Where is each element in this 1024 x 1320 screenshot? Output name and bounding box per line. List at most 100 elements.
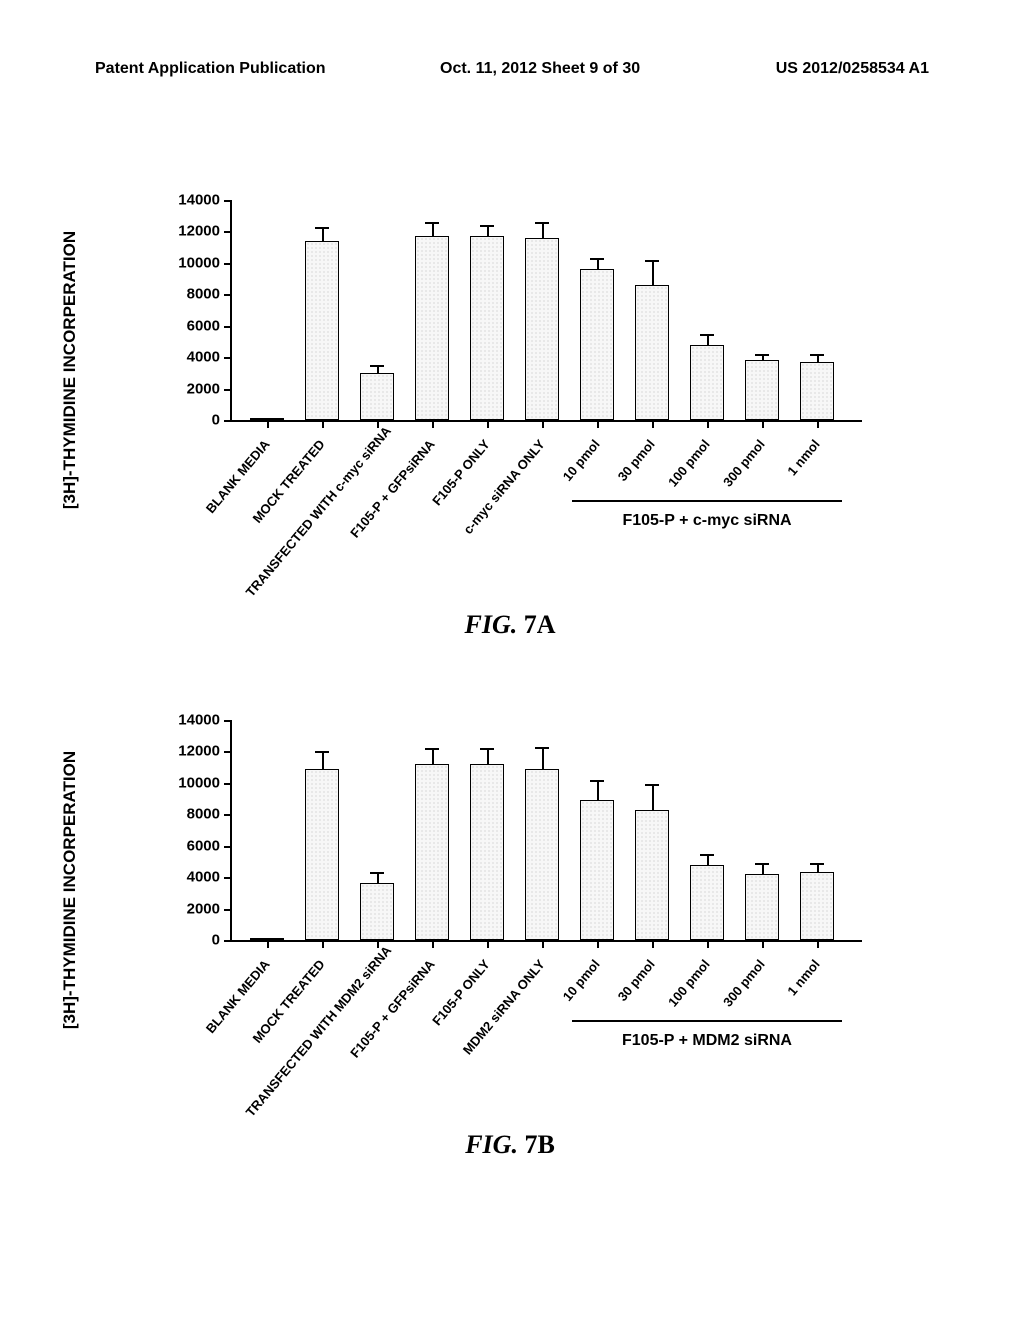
- chart-wrap-7a: [3H]-THYMIDINE INCORPERATION 02000400060…: [120, 200, 900, 540]
- x-tick: [762, 420, 764, 428]
- x-tick: [267, 420, 269, 428]
- plot-area-7b: 02000400060008000100001200014000BLANK ME…: [230, 720, 862, 942]
- x-tick: [707, 420, 709, 428]
- caption-7b: FIG. 7B: [120, 1130, 900, 1160]
- x-tick: [267, 940, 269, 948]
- bar: [635, 285, 669, 420]
- x-tick: [542, 940, 544, 948]
- header-center: Oct. 11, 2012 Sheet 9 of 30: [440, 60, 640, 78]
- y-tick: [224, 263, 232, 265]
- x-tick: [597, 940, 599, 948]
- plot-area-7a: 02000400060008000100001200014000BLANK ME…: [230, 200, 862, 422]
- error-bar-stem: [652, 260, 654, 285]
- bar: [305, 241, 339, 420]
- y-tick-label: 12000: [178, 223, 220, 240]
- y-tick-label: 8000: [187, 806, 220, 823]
- error-bar-cap: [810, 354, 824, 356]
- bar: [745, 874, 779, 940]
- y-tick-label: 0: [212, 412, 220, 429]
- bar: [415, 764, 449, 940]
- y-tick: [224, 389, 232, 391]
- x-tick: [762, 940, 764, 948]
- x-tick: [432, 940, 434, 948]
- x-tick: [707, 940, 709, 948]
- y-tick-label: 14000: [178, 712, 220, 729]
- y-tick: [224, 231, 232, 233]
- bar: [800, 362, 834, 420]
- y-tick: [224, 294, 232, 296]
- bar: [690, 345, 724, 420]
- x-tick: [652, 940, 654, 948]
- bar: [470, 764, 504, 940]
- error-bar-cap: [810, 863, 824, 865]
- error-bar-cap: [590, 258, 604, 260]
- y-tick: [224, 326, 232, 328]
- error-bar-cap: [315, 227, 329, 229]
- y-tick: [224, 909, 232, 911]
- y-tick-label: 4000: [187, 869, 220, 886]
- error-bar-cap: [425, 748, 439, 750]
- header-right: US 2012/0258534 A1: [776, 60, 929, 78]
- bar: [525, 238, 559, 420]
- y-tick-label: 10000: [178, 254, 220, 271]
- y-tick: [224, 720, 232, 722]
- bar: [580, 269, 614, 420]
- bar: [415, 236, 449, 420]
- error-bar-cap: [755, 863, 769, 865]
- y-tick-label: 6000: [187, 317, 220, 334]
- error-bar-cap: [755, 354, 769, 356]
- error-bar-cap: [370, 365, 384, 367]
- figure-7a: [3H]-THYMIDINE INCORPERATION 02000400060…: [120, 200, 900, 540]
- error-bar-stem: [542, 747, 544, 769]
- bar: [525, 769, 559, 940]
- error-bar-stem: [322, 751, 324, 768]
- bar: [745, 360, 779, 420]
- bar: [800, 872, 834, 940]
- y-tick: [224, 877, 232, 879]
- bar: [690, 865, 724, 940]
- x-tick: [652, 420, 654, 428]
- error-bar-cap: [315, 751, 329, 753]
- y-tick-label: 2000: [187, 380, 220, 397]
- x-tick: [597, 420, 599, 428]
- bar: [360, 373, 394, 420]
- x-tick: [817, 940, 819, 948]
- y-axis-label-7a: [3H]-THYMIDINE INCORPERATION: [60, 231, 80, 509]
- y-tick-label: 0: [212, 932, 220, 949]
- chart-wrap-7b: [3H]-THYMIDINE INCORPERATION 02000400060…: [120, 720, 900, 1060]
- header-left: Patent Application Publication: [95, 60, 326, 78]
- y-tick-label: 6000: [187, 837, 220, 854]
- y-axis-label-7b: [3H]-THYMIDINE INCORPERATION: [60, 751, 80, 1029]
- x-tick: [322, 420, 324, 428]
- error-bar-cap: [480, 225, 494, 227]
- y-tick-label: 12000: [178, 743, 220, 760]
- x-tick: [487, 420, 489, 428]
- bar: [635, 810, 669, 940]
- y-tick: [224, 846, 232, 848]
- error-bar-stem: [432, 222, 434, 236]
- error-bar-cap: [645, 784, 659, 786]
- error-bar-cap: [370, 872, 384, 874]
- y-tick-label: 2000: [187, 900, 220, 917]
- error-bar-cap: [700, 334, 714, 336]
- y-tick: [224, 751, 232, 753]
- error-bar-cap: [425, 222, 439, 224]
- error-bar-stem: [487, 748, 489, 764]
- y-tick: [224, 200, 232, 202]
- error-bar-stem: [432, 748, 434, 764]
- bar: [360, 883, 394, 940]
- error-bar-cap: [590, 780, 604, 782]
- bar: [470, 236, 504, 420]
- error-bar-stem: [597, 780, 599, 800]
- group-underline: [572, 1020, 842, 1022]
- error-bar-stem: [542, 222, 544, 238]
- group-label: F105-P + c-myc siRNA: [572, 512, 842, 530]
- y-tick: [224, 814, 232, 816]
- x-tick: [542, 420, 544, 428]
- error-bar-cap: [535, 747, 549, 749]
- error-bar-cap: [480, 748, 494, 750]
- x-tick: [817, 420, 819, 428]
- y-tick-label: 4000: [187, 349, 220, 366]
- error-bar-cap: [645, 260, 659, 262]
- x-tick: [322, 940, 324, 948]
